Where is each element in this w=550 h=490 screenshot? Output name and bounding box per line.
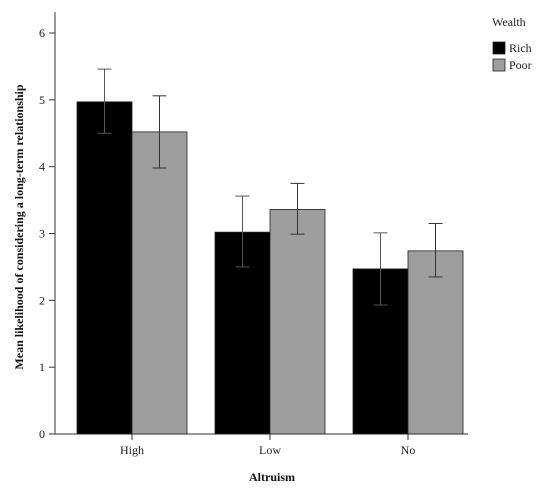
y-tick-label: 0 [39, 427, 45, 441]
error-bars [97, 68, 443, 306]
y-tick-label: 4 [39, 160, 45, 174]
legend-swatch-poor [492, 58, 506, 72]
x-tick-label: No [401, 443, 416, 457]
bar-poor-low [269, 209, 326, 435]
legend-swatch-rich [492, 41, 506, 55]
y-tick-label: 6 [39, 26, 45, 40]
y-tick-label: 2 [39, 293, 45, 307]
legend-label-poor: Poor [509, 58, 532, 72]
legend: Wealth Rich Poor [492, 15, 532, 72]
bar-poor-high [131, 131, 188, 435]
x-tick-label: High [120, 443, 144, 457]
x-axis-title: Altruism [249, 470, 295, 484]
y-tick-label: 5 [39, 93, 45, 107]
x-ticks: High Low No [120, 434, 415, 457]
y-tick-label: 1 [39, 360, 45, 374]
bar-rich-high [76, 101, 133, 435]
legend-label-rich: Rich [509, 41, 532, 55]
x-tick-label: Low [259, 443, 281, 457]
bar-poor-no [407, 250, 464, 435]
y-tick-label: 3 [39, 227, 45, 241]
y-axis-title: Mean likelihood of considering a long-te… [12, 84, 26, 369]
bars [76, 101, 464, 435]
y-ticks: 0 1 2 3 4 5 6 [39, 26, 55, 441]
legend-title: Wealth [492, 15, 526, 29]
